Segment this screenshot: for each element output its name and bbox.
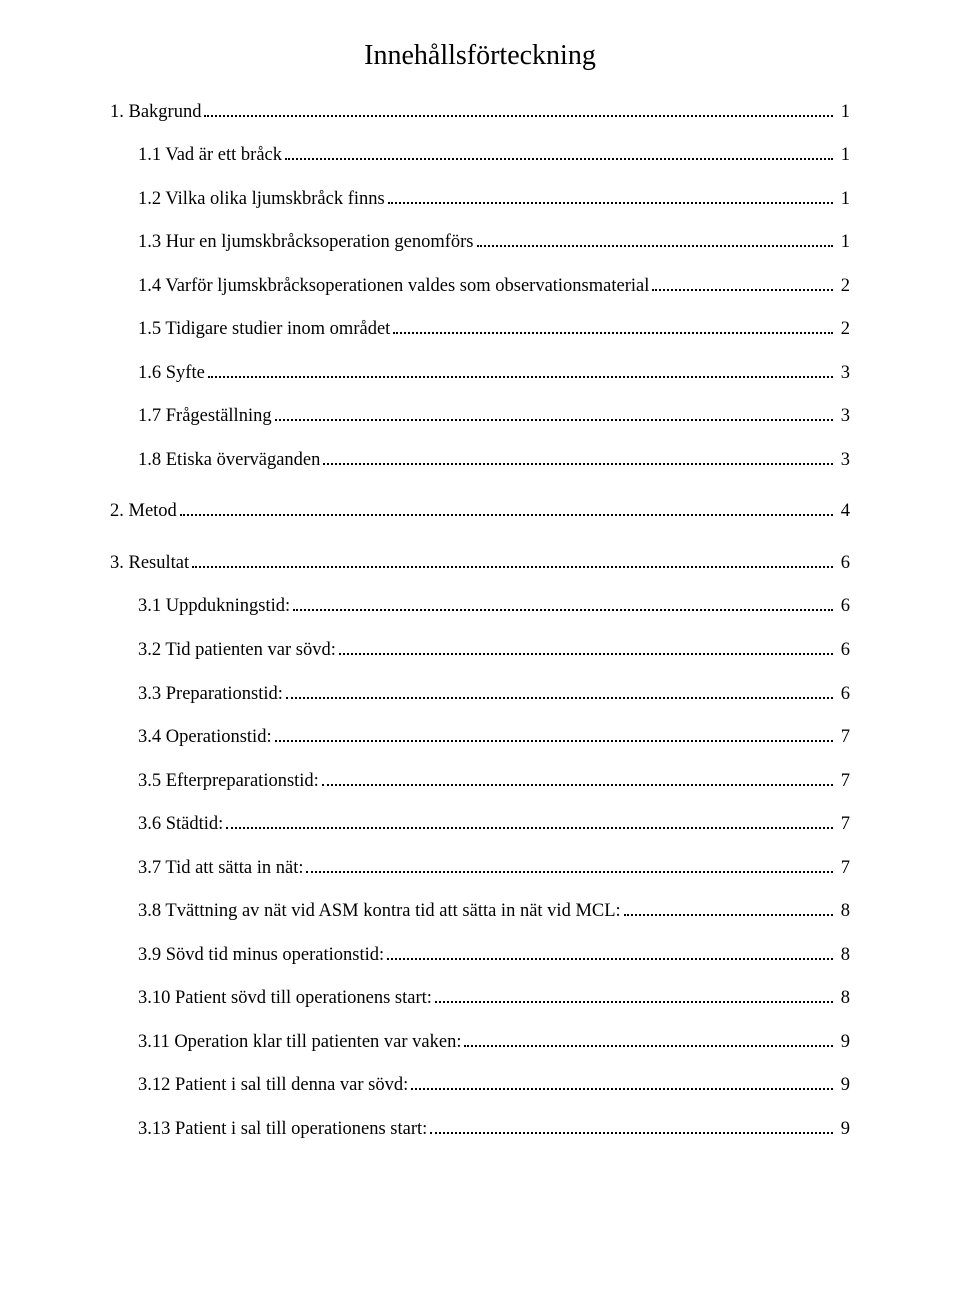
dot-leader: [275, 403, 834, 422]
dot-leader: [339, 636, 833, 655]
dot-leader: [435, 985, 833, 1004]
document-page: Innehållsförteckning 1. Bakgrund 11.1 Va…: [0, 0, 960, 1290]
toc-entry-page: 9: [836, 1117, 850, 1143]
toc-entry-page: 7: [836, 725, 850, 751]
toc-entry-page: 9: [836, 1030, 850, 1056]
dot-leader: [388, 185, 833, 204]
toc-entry-label: 3.13 Patient i sal till operationens sta…: [110, 1117, 427, 1143]
toc-entry-label: 1.7 Frågeställning: [110, 404, 272, 430]
toc-entry-page: 8: [836, 943, 850, 969]
dot-leader: [192, 549, 833, 568]
toc-entry-page: 4: [836, 499, 850, 525]
toc-entry-page: 6: [836, 638, 850, 664]
dot-leader: [286, 680, 833, 699]
toc-entry-page: 1: [836, 230, 850, 256]
toc-entry[interactable]: 2. Metod 4: [110, 490, 850, 532]
toc-entry-page: 6: [836, 682, 850, 708]
toc-entry-label: 1.6 Syfte: [110, 361, 205, 387]
table-of-contents: 1. Bakgrund 11.1 Vad är ett bråck 11.2 V…: [110, 90, 850, 1149]
toc-entry[interactable]: 3.7 Tid att sätta in nät: 7: [110, 846, 850, 888]
toc-entry[interactable]: 1.1 Vad är ett bråck 1: [110, 134, 850, 176]
toc-entry-page: 7: [836, 812, 850, 838]
toc-entry-label: 3.5 Efterpreparationstid:: [110, 769, 319, 795]
toc-entry-page: 2: [836, 317, 850, 343]
toc-entry-page: 3: [836, 448, 850, 474]
toc-entry-label: 2. Metod: [110, 499, 177, 525]
toc-entry[interactable]: 3.5 Efterpreparationstid: 7: [110, 759, 850, 801]
toc-entry-page: 6: [836, 551, 850, 577]
toc-entry-page: 6: [836, 594, 850, 620]
toc-entry[interactable]: 1. Bakgrund 1: [110, 90, 850, 132]
toc-entry[interactable]: 1.3 Hur en ljumskbråcksoperation genomfö…: [110, 221, 850, 263]
dot-leader: [322, 767, 833, 786]
dot-leader: [285, 142, 833, 161]
toc-entry[interactable]: 3.2 Tid patienten var sövd: 6: [110, 628, 850, 670]
dot-leader: [293, 593, 833, 612]
toc-entry-label: 1.3 Hur en ljumskbråcksoperation genomfö…: [110, 230, 474, 256]
toc-entry[interactable]: 3.13 Patient i sal till operationens sta…: [110, 1107, 850, 1149]
toc-entry[interactable]: 3.3 Preparationstid: 6: [110, 672, 850, 714]
dot-leader: [226, 811, 833, 830]
toc-entry-label: 3.6 Städtid:: [110, 812, 223, 838]
dot-leader: [652, 272, 833, 291]
toc-entry[interactable]: 1.2 Vilka olika ljumskbråck finns 1: [110, 177, 850, 219]
toc-entry-label: 3.2 Tid patienten var sövd:: [110, 638, 336, 664]
toc-entry-label: 3.7 Tid att sätta in nät:: [110, 856, 303, 882]
toc-entry-label: 1.2 Vilka olika ljumskbråck finns: [110, 187, 385, 213]
dot-leader: [208, 359, 833, 378]
toc-entry[interactable]: 3.10 Patient sövd till operationens star…: [110, 977, 850, 1019]
toc-entry-page: 3: [836, 404, 850, 430]
toc-entry[interactable]: 1.5 Tidigare studier inom området 2: [110, 308, 850, 350]
toc-entry[interactable]: 1.7 Frågeställning 3: [110, 395, 850, 437]
dot-leader: [430, 1115, 833, 1134]
toc-entry-page: 1: [836, 187, 850, 213]
toc-entry[interactable]: 3.9 Sövd tid minus operationstid: 8: [110, 933, 850, 975]
toc-entry-label: 3.8 Tvättning av nät vid ASM kontra tid …: [110, 899, 621, 925]
toc-entry-page: 8: [836, 986, 850, 1012]
dot-leader: [477, 229, 834, 248]
dot-leader: [180, 498, 833, 517]
dot-leader: [275, 723, 834, 742]
toc-entry-page: 1: [836, 143, 850, 169]
toc-entry-label: 1. Bakgrund: [110, 100, 201, 126]
toc-entry-label: 3. Resultat: [110, 551, 189, 577]
toc-entry-page: 2: [836, 274, 850, 300]
dot-leader: [624, 898, 833, 917]
dot-leader: [306, 854, 833, 873]
toc-entry[interactable]: 3.12 Patient i sal till denna var sövd: …: [110, 1064, 850, 1106]
toc-entry-page: 9: [836, 1073, 850, 1099]
toc-entry-label: 3.1 Uppdukningstid:: [110, 594, 290, 620]
toc-entry-label: 3.10 Patient sövd till operationens star…: [110, 986, 432, 1012]
dot-leader: [393, 316, 833, 335]
dot-leader: [387, 941, 833, 960]
toc-entry-page: 1: [836, 100, 850, 126]
dot-leader: [464, 1028, 833, 1047]
dot-leader: [204, 98, 833, 117]
toc-entry-page: 3: [836, 361, 850, 387]
toc-entry-label: 1.5 Tidigare studier inom området: [110, 317, 390, 343]
toc-entry[interactable]: 3.1 Uppdukningstid: 6: [110, 585, 850, 627]
toc-entry-page: 8: [836, 899, 850, 925]
toc-entry[interactable]: 3.8 Tvättning av nät vid ASM kontra tid …: [110, 890, 850, 932]
toc-entry-label: 1.8 Etiska överväganden: [110, 448, 320, 474]
toc-entry[interactable]: 3. Resultat 6: [110, 541, 850, 583]
toc-entry[interactable]: 3.6 Städtid: 7: [110, 803, 850, 845]
toc-entry-label: 3.9 Sövd tid minus operationstid:: [110, 943, 384, 969]
dot-leader: [411, 1072, 833, 1091]
toc-entry[interactable]: 3.4 Operationstid: 7: [110, 715, 850, 757]
toc-entry[interactable]: 1.8 Etiska överväganden 3: [110, 438, 850, 480]
toc-entry-page: 7: [836, 769, 850, 795]
toc-entry[interactable]: 1.4 Varför ljumskbråcksoperationen valde…: [110, 264, 850, 306]
toc-entry-page: 7: [836, 856, 850, 882]
toc-entry-label: 3.12 Patient i sal till denna var sövd:: [110, 1073, 408, 1099]
toc-entry-label: 3.11 Operation klar till patienten var v…: [110, 1030, 461, 1056]
toc-entry[interactable]: 3.11 Operation klar till patienten var v…: [110, 1020, 850, 1062]
toc-entry-label: 3.3 Preparationstid:: [110, 682, 283, 708]
toc-entry-label: 3.4 Operationstid:: [110, 725, 272, 751]
toc-entry-label: 1.4 Varför ljumskbråcksoperationen valde…: [110, 274, 649, 300]
toc-entry[interactable]: 1.6 Syfte 3: [110, 351, 850, 393]
dot-leader: [323, 446, 833, 465]
toc-entry-label: 1.1 Vad är ett bråck: [110, 143, 282, 169]
page-title: Innehållsförteckning: [110, 40, 850, 72]
